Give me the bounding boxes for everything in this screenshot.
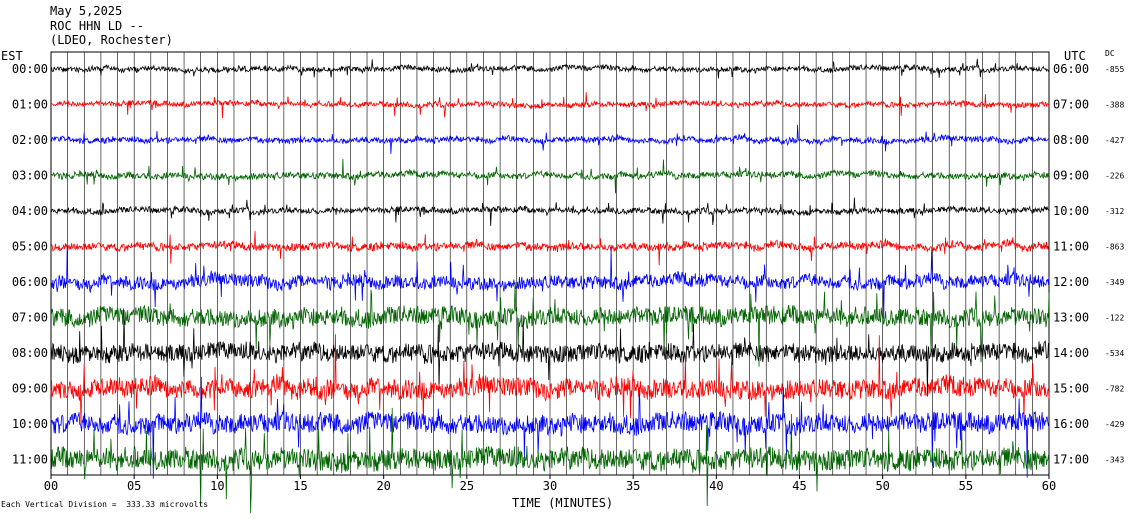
dc-value-label: -388 (1105, 101, 1124, 110)
utc-tick-label: 15:00 (1053, 382, 1089, 396)
dc-value-label: -226 (1105, 172, 1124, 181)
utc-tick-label: 08:00 (1053, 133, 1089, 147)
seismic-trace (50, 58, 1050, 79)
x-tick-label: 55 (959, 479, 973, 493)
header-station: ROC HHN LD -- (50, 18, 144, 33)
dc-value-label: -122 (1105, 314, 1124, 323)
seismic-trace (50, 124, 1050, 154)
x-tick-label: 15 (293, 479, 307, 493)
x-tick-label: 30 (543, 479, 557, 493)
header-network: (LDEO, Rochester) (50, 33, 173, 47)
header-date: May 5,2025 (50, 4, 123, 18)
x-tick-label: 20 (376, 479, 390, 493)
est-tick-label: 05:00 (12, 240, 48, 254)
x-tick-label: 45 (792, 479, 806, 493)
seismic-trace (50, 197, 1050, 226)
seismic-trace (50, 246, 1050, 319)
seismic-trace (50, 158, 1050, 194)
x-tick-label: 10 (210, 479, 224, 493)
dc-column-label: DC (1105, 49, 1115, 58)
est-tick-label: 02:00 (12, 133, 48, 147)
est-tick-label: 07:00 (12, 311, 48, 325)
seismic-trace (50, 334, 1050, 426)
utc-tick-label: 13:00 (1053, 311, 1089, 325)
seismic-trace (50, 309, 1050, 397)
x-tick-label: 35 (626, 479, 640, 493)
est-tick-label: 06:00 (12, 275, 48, 289)
utc-tick-label: 17:00 (1053, 453, 1089, 467)
est-tick-label: 00:00 (12, 62, 48, 76)
est-tick-label: 01:00 (12, 98, 48, 112)
dc-value-label: -534 (1105, 349, 1124, 358)
scale-note: Each Vertical Division = 333.33 microvol… (1, 500, 209, 509)
est-tick-label: 09:00 (12, 382, 48, 396)
dc-value-label: -427 (1105, 136, 1124, 145)
est-tick-label: 04:00 (12, 204, 48, 218)
utc-tick-label: 16:00 (1053, 417, 1089, 431)
utc-tick-label: 12:00 (1053, 275, 1089, 289)
x-axis-label: TIME (MINUTES) (512, 496, 614, 510)
utc-tick-label: 09:00 (1053, 169, 1089, 183)
utc-tick-label: 11:00 (1053, 240, 1089, 254)
x-tick-label: 25 (460, 479, 474, 493)
seismic-trace (50, 376, 1050, 479)
seismic-trace (50, 407, 1050, 514)
dc-value-label: -343 (1105, 456, 1124, 465)
est-axis-label: EST (1, 49, 23, 63)
dc-value-label: -429 (1105, 420, 1124, 429)
x-tick-label: 40 (709, 479, 723, 493)
x-tick-label: 60 (1042, 479, 1056, 493)
dc-value-label: -782 (1105, 385, 1124, 394)
x-tick-label: 05 (127, 479, 141, 493)
seismic-trace (50, 230, 1050, 266)
seismic-trace (50, 92, 1050, 119)
est-tick-label: 10:00 (12, 417, 48, 431)
utc-tick-label: 14:00 (1053, 346, 1089, 360)
dc-value-label: -349 (1105, 278, 1124, 287)
dc-value-label: -863 (1105, 243, 1124, 252)
utc-axis-label: UTC (1064, 49, 1086, 63)
dc-value-label: -855 (1105, 65, 1124, 74)
est-tick-label: 11:00 (12, 453, 48, 467)
x-tick-label: 00 (44, 479, 58, 493)
dc-value-label: -312 (1105, 207, 1124, 216)
x-tick-label: 50 (875, 479, 889, 493)
est-tick-label: 03:00 (12, 169, 48, 183)
utc-tick-label: 07:00 (1053, 98, 1089, 112)
seismic-trace (50, 283, 1050, 367)
chart-header: May 5,2025 ROC HHN LD -- (LDEO, Rochester) (50, 4, 173, 48)
est-tick-label: 08:00 (12, 346, 48, 360)
utc-tick-label: 06:00 (1053, 62, 1089, 76)
utc-tick-label: 10:00 (1053, 204, 1089, 218)
